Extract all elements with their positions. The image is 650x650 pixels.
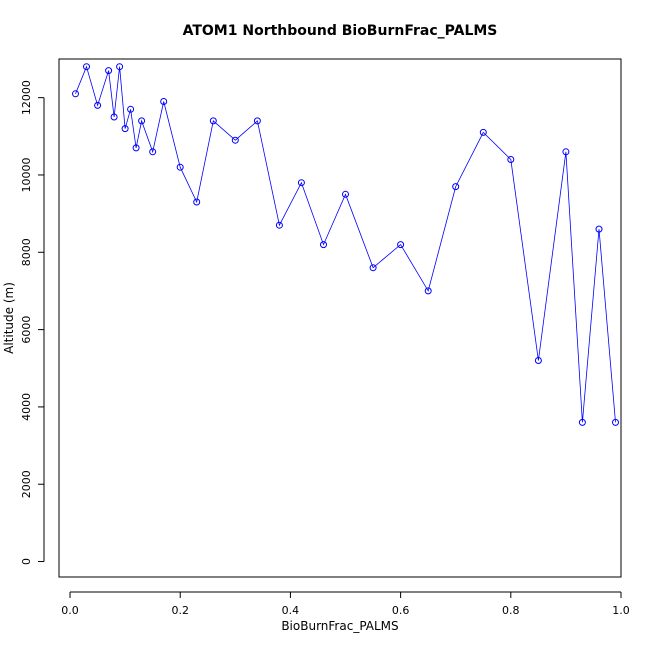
- data-point: [160, 98, 168, 105]
- data-point: [127, 105, 135, 113]
- data-point: [149, 148, 157, 156]
- data-point: [562, 148, 570, 156]
- data-point: [138, 117, 146, 125]
- data-point: [83, 63, 90, 71]
- x-tick-label: 0.0: [61, 604, 79, 617]
- data-point: [231, 136, 239, 144]
- data-point: [507, 156, 515, 163]
- chart-title: ATOM1 Northbound BioBurnFrac_PALMS: [183, 23, 498, 39]
- plot-frame: [58, 58, 622, 578]
- data-point: [612, 418, 619, 426]
- y-tick-label: 4000: [20, 393, 33, 421]
- x-tick-label: 0.4: [282, 604, 300, 617]
- data-point: [275, 221, 283, 229]
- data-point: [176, 163, 184, 171]
- data-point: [578, 418, 586, 426]
- y-tick-label: 10000: [20, 157, 33, 192]
- data-point: [479, 128, 487, 136]
- y-tick-label: 2000: [20, 470, 33, 498]
- y-axis-label: Altitude (m): [2, 282, 16, 354]
- x-tick-label: 0.2: [171, 604, 189, 617]
- data-point: [297, 179, 305, 187]
- data-point: [193, 198, 201, 206]
- x-tick-label: 0.6: [392, 604, 410, 617]
- x-tick-label: 0.8: [502, 604, 520, 617]
- series-line: [75, 65, 616, 423]
- y-tick-label: 8000: [20, 238, 33, 266]
- data-point: [397, 241, 405, 249]
- data-point: [253, 117, 261, 125]
- data-point: [110, 113, 118, 121]
- data-point: [94, 101, 102, 109]
- data-point: [595, 225, 603, 233]
- data-point: [209, 117, 217, 125]
- x-tick-label: 1.0: [612, 604, 630, 617]
- data-point: [121, 125, 129, 133]
- x-axis-label: BioBurnFrac_PALMS: [281, 619, 398, 633]
- data-point: [105, 67, 113, 75]
- data-point: [342, 190, 349, 198]
- data-point: [132, 144, 140, 152]
- data-point: [424, 287, 432, 295]
- x-axis: 0.0 0.2 0.4 0.6 0.8 1.0: [61, 591, 630, 617]
- data-layer: [72, 63, 619, 426]
- y-tick-label: 6000: [20, 316, 33, 344]
- data-point: [452, 183, 460, 191]
- y-tick-label: 0: [20, 558, 33, 565]
- data-point: [116, 63, 124, 71]
- data-point: [320, 241, 327, 249]
- y-tick-label: 12000: [20, 80, 33, 115]
- data-point: [369, 264, 377, 272]
- data-point: [72, 90, 79, 98]
- data-point: [534, 357, 542, 364]
- y-axis: 0 2000 4000 6000 8000 10000 12000: [20, 80, 45, 565]
